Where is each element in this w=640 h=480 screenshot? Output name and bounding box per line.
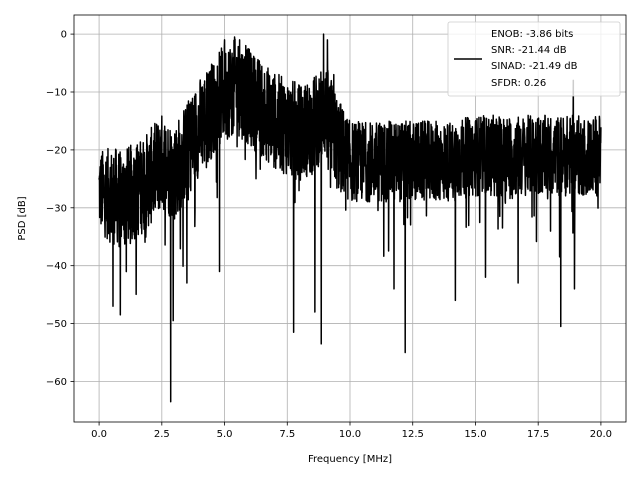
- legend-entry-sinad: SINAD: -21.49 dB: [491, 61, 578, 72]
- y-tick-label: −20: [46, 145, 67, 156]
- y-tick-label: −10: [46, 88, 67, 99]
- x-tick-label: 5.0: [217, 429, 233, 440]
- legend: ENOB: -3.86 bits SNR: -21.44 dB SINAD: -…: [447, 21, 621, 97]
- ticks: 0.0 2.5 5.0 7.5 10.0 12.5 15.0 17.5 20.0 0 −10 −20 −…: [46, 30, 612, 440]
- x-tick-label: 12.5: [402, 429, 424, 440]
- y-tick-label: −40: [46, 261, 67, 272]
- x-tick-label: 0.0: [91, 429, 107, 440]
- legend-entry-enob: ENOB: -3.86 bits: [491, 29, 573, 40]
- x-tick-label: 10.0: [339, 429, 361, 440]
- y-axis-label: PSD [dB]: [17, 196, 28, 240]
- x-tick-label: 7.5: [279, 429, 295, 440]
- x-tick-label: 15.0: [464, 429, 486, 440]
- x-tick-label: 17.5: [527, 429, 549, 440]
- y-tick-label: −50: [46, 319, 67, 330]
- series-layer: [98, 33, 602, 403]
- x-tick-label: 2.5: [154, 429, 170, 440]
- psd-series-line: [98, 33, 602, 403]
- legend-entry-sfdr: SFDR: 0.26: [491, 78, 546, 89]
- legend-entry-snr: SNR: -21.44 dB: [491, 45, 567, 56]
- y-tick-label: 0: [61, 30, 67, 41]
- x-axis-label: Frequency [MHz]: [308, 454, 392, 465]
- legend-box: [447, 21, 621, 97]
- y-tick-label: −60: [46, 377, 67, 388]
- x-tick-label: 20.0: [590, 429, 612, 440]
- y-tick-label: −30: [46, 203, 67, 214]
